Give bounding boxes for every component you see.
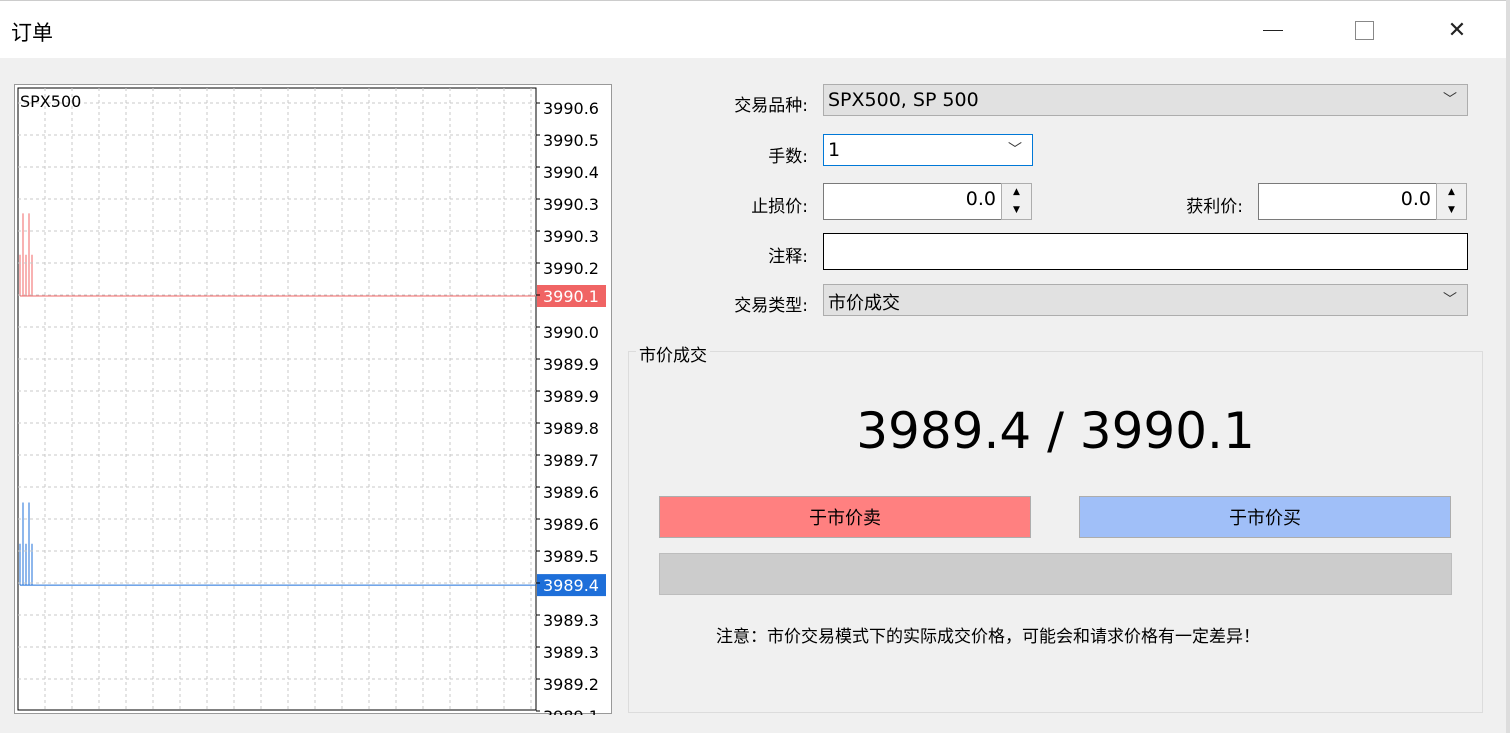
volume-select[interactable]: 1 ﹀ bbox=[823, 134, 1033, 166]
bid-price-label: 3989.4 bbox=[543, 576, 599, 595]
minimize-icon bbox=[1263, 29, 1283, 31]
y-tick-label: 3989.7 bbox=[543, 451, 599, 470]
status-bar bbox=[659, 553, 1452, 595]
y-tick-label: 3990.3 bbox=[543, 195, 599, 214]
arrow-up-icon[interactable]: ▲ bbox=[1013, 187, 1020, 197]
y-tick-label: 3990.2 bbox=[543, 259, 599, 278]
ask-price-label: 3990.1 bbox=[543, 287, 599, 306]
y-tick-label: 3990.0 bbox=[543, 323, 599, 342]
arrow-down-icon[interactable]: ▼ bbox=[1013, 204, 1020, 215]
y-tick-label: 3989.1 bbox=[543, 707, 599, 715]
close-button[interactable]: ✕ bbox=[1434, 11, 1480, 49]
take-profit-label: 获利价: bbox=[1186, 197, 1243, 217]
arrow-up-icon[interactable]: ▲ bbox=[1448, 187, 1455, 197]
y-tick-label: 3989.2 bbox=[543, 675, 599, 694]
maximize-icon bbox=[1354, 20, 1374, 40]
y-tick-label: 3989.3 bbox=[543, 643, 599, 662]
symbol-label: 交易品种: bbox=[734, 96, 808, 116]
y-tick-label: 3990.4 bbox=[543, 163, 599, 182]
chart-symbol-label: SPX500 bbox=[20, 92, 81, 111]
window-edge bbox=[1506, 0, 1510, 733]
y-tick-label: 3989.8 bbox=[543, 419, 599, 438]
stop-loss-label: 止损价: bbox=[751, 197, 808, 217]
take-profit-spinner[interactable]: ▲ ▼ bbox=[1436, 183, 1467, 220]
maximize-button[interactable] bbox=[1341, 11, 1387, 49]
order-type-select[interactable]: 市价成交 ﹀ bbox=[823, 284, 1468, 316]
order-type-value: 市价成交 bbox=[828, 293, 900, 314]
y-tick-label: 3990.3 bbox=[543, 227, 599, 246]
chevron-down-icon: ﹀ bbox=[1443, 92, 1457, 108]
tick-chart-svg: 3990.6 3990.5 3990.4 3990.3 3990.3 3990.2 3990… bbox=[17, 87, 606, 726]
order-type-label: 交易类型: bbox=[734, 296, 808, 316]
market-execution-group bbox=[628, 351, 1483, 713]
price-note: 注意：市价交易模式下的实际成交价格，可能会和请求价格有一定差异！ bbox=[716, 627, 1260, 647]
tick-chart: 3990.6 3990.5 3990.4 3990.3 3990.3 3990.2 3990… bbox=[14, 84, 612, 726]
y-tick-label: 3989.3 bbox=[543, 611, 599, 630]
ask-price-tag bbox=[537, 285, 606, 307]
group-title: 市价成交 bbox=[636, 341, 710, 366]
chevron-down-icon: ﹀ bbox=[1008, 142, 1022, 158]
volume-label: 手数: bbox=[768, 147, 808, 167]
symbol-value: SPX500, SP 500 bbox=[828, 89, 979, 111]
y-tick-label: 3989.9 bbox=[543, 387, 599, 406]
stop-loss-spinner[interactable]: ▲ ▼ bbox=[1001, 183, 1032, 220]
y-tick-label: 3989.5 bbox=[543, 547, 599, 566]
y-tick-label: 3990.6 bbox=[543, 99, 599, 118]
bid-price-tag bbox=[537, 574, 606, 597]
window-title: 订单 bbox=[11, 21, 53, 45]
stop-loss-input[interactable]: 0.0 bbox=[823, 183, 1003, 220]
y-tick-label: 3989.6 bbox=[543, 483, 599, 502]
plot-area bbox=[17, 87, 537, 711]
symbol-select[interactable]: SPX500, SP 500 ﹀ bbox=[823, 84, 1468, 116]
sell-by-market-button[interactable]: 于市价卖 bbox=[659, 496, 1031, 538]
y-tick-label: 3990.5 bbox=[543, 131, 599, 150]
minimize-button[interactable] bbox=[1250, 11, 1296, 49]
buy-by-market-button[interactable]: 于市价买 bbox=[1079, 496, 1451, 538]
arrow-down-icon[interactable]: ▼ bbox=[1448, 204, 1455, 215]
chevron-down-icon: ﹀ bbox=[1443, 292, 1457, 308]
take-profit-input[interactable]: 0.0 bbox=[1258, 183, 1438, 220]
close-icon: ✕ bbox=[1447, 17, 1467, 43]
title-bar: 订单 ✕ bbox=[0, 0, 1506, 58]
bid-ask-quote: 3989.4 / 3990.1 bbox=[856, 402, 1255, 460]
y-tick-label: 3989.9 bbox=[543, 355, 599, 374]
comment-label: 注释: bbox=[768, 247, 808, 267]
volume-value: 1 bbox=[828, 139, 841, 161]
comment-input[interactable] bbox=[823, 233, 1468, 270]
y-tick-label: 3989.6 bbox=[543, 515, 599, 534]
